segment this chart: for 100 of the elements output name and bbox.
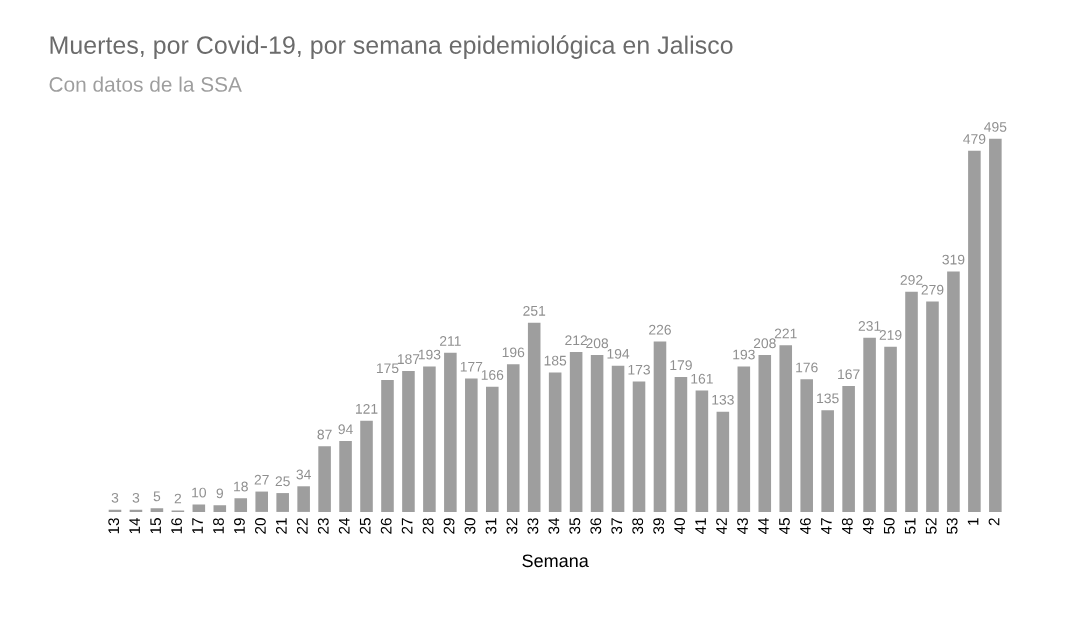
x-tick-label: 43 [737,518,748,535]
bar [863,337,876,512]
x-tick-label: 46 [799,518,811,535]
x-tick-label: 13 [108,518,120,534]
data-label: 226 [649,324,671,335]
data-label: 231 [858,321,881,331]
x-tick-label: 39 [653,518,665,534]
bar [234,498,248,512]
data-label: 208 [753,338,776,349]
data-label: 10 [192,487,207,498]
x-tick-label: 15 [150,518,162,534]
data-label: 196 [502,347,525,358]
data-label: 133 [712,394,734,405]
data-label: 175 [376,363,399,374]
data-label: 173 [628,364,650,375]
x-tick-label: 40 [674,518,686,535]
bar [611,365,625,512]
bar [779,345,793,512]
x-tick-label: 22 [296,518,308,534]
bar [632,381,646,512]
bar [486,386,499,512]
bar [800,379,813,512]
bar [402,370,415,512]
x-axis-title: Semana [522,554,589,568]
x-tick-label: 16 [171,518,182,534]
data-label: 177 [460,361,483,372]
x-tick-label: 41 [695,518,706,535]
bar [695,390,709,512]
x-tick-label: 25 [359,518,371,534]
bar [674,376,688,512]
x-tick-label: 37 [611,518,623,534]
bar [947,271,960,512]
x-tick-label: 26 [380,518,392,534]
data-label: 25 [275,476,290,487]
data-label: 34 [296,469,311,480]
x-tick-label: 52 [925,518,937,534]
x-tick-label: 20 [255,518,266,534]
bar [318,446,331,512]
x-tick-label: 30 [464,518,476,534]
x-tick-label: 18 [213,518,224,534]
x-tick-label: 44 [758,517,769,535]
bar [758,355,772,512]
data-label: 161 [691,373,713,384]
x-tick-label: 47 [821,518,832,535]
x-tick-label: 31 [485,518,497,534]
x-tick-label: 17 [192,518,203,534]
bar [381,379,394,512]
bar [905,291,918,512]
data-label: 292 [900,275,923,285]
data-label: 18 [234,481,248,492]
data-label: 193 [733,349,755,360]
x-tick-label: 34 [548,517,560,534]
chart-subtitle: Con datos de la SSA [49,76,242,92]
data-label: 87 [317,429,332,440]
bar [423,366,436,512]
bar [150,508,164,512]
x-tick-label: 23 [317,518,329,534]
data-label: 5 [153,491,161,502]
chart-title: Muertes, por Covid-19, por semana epidemiológica en Jalisco [50,35,733,59]
x-tick-label: 51 [904,518,916,534]
data-label: 166 [481,370,504,380]
data-label: 2 [174,493,182,504]
x-tick-label: 45 [779,518,790,535]
data-label: 176 [796,362,818,373]
data-label: 179 [670,360,692,371]
data-label: 121 [355,403,378,414]
data-label: 193 [418,349,441,360]
data-label: 135 [817,393,839,404]
x-tick-label: 21 [275,518,287,534]
x-tick-label: 33 [527,518,539,534]
bar [465,378,478,512]
x-tick-label: 29 [443,518,455,534]
data-label: 167 [838,369,860,380]
data-label: 219 [879,330,902,340]
data-label: 221 [774,328,797,339]
x-tick-label: 36 [590,518,602,534]
data-label: 185 [544,355,567,366]
data-label: 211 [439,336,461,346]
data-label: 94 [338,424,353,435]
bar [884,346,897,512]
data-label: 319 [942,254,965,265]
x-tick-label: 42 [716,518,727,535]
x-tick-label: 35 [569,518,581,534]
x-tick-label: 32 [506,518,518,534]
bar [569,352,583,512]
x-tick-label: 53 [946,518,958,534]
bar [339,441,352,512]
x-tick-label: 24 [338,517,350,534]
bar [737,366,751,512]
data-label: 251 [523,305,546,316]
bar [590,355,604,512]
data-label: 9 [216,488,223,499]
bar [192,504,206,512]
bar [968,150,981,512]
bar [276,493,289,512]
data-label: 3 [132,492,140,503]
x-tick-label: 14 [129,517,140,534]
bar [213,505,227,512]
x-tick-label: 19 [234,518,245,534]
x-tick-label: 49 [862,518,874,535]
